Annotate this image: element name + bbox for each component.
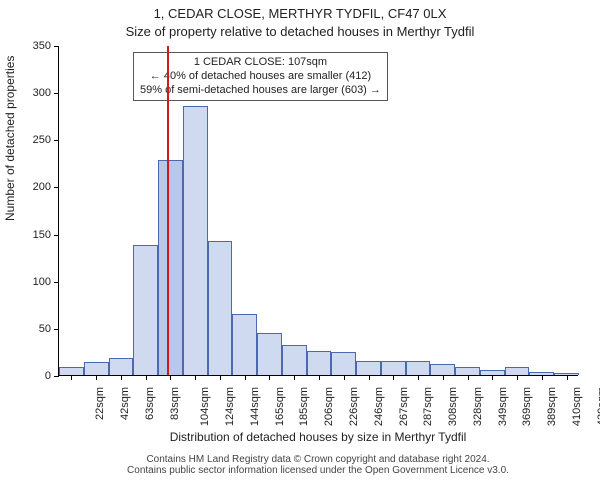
xtick — [170, 375, 171, 380]
ytick-label: 300 — [33, 87, 51, 99]
highlight-marker — [167, 46, 169, 375]
ytick — [54, 140, 59, 141]
figure: 1, CEDAR CLOSE, MERTHYR TYDFIL, CF47 0LX… — [0, 0, 600, 500]
xtick — [195, 375, 196, 380]
xtick-label: 410sqm — [571, 387, 583, 426]
bar — [109, 358, 134, 375]
xtick — [468, 375, 469, 380]
xtick-label: 22sqm — [94, 387, 106, 420]
x-axis-label: Distribution of detached houses by size … — [58, 430, 578, 444]
xtick-label: 165sqm — [274, 387, 286, 426]
footer-line-1: Contains HM Land Registry data © Crown c… — [58, 454, 578, 465]
xtick — [96, 375, 97, 380]
annotation-box: 1 CEDAR CLOSE: 107sqm ← 40% of detached … — [133, 52, 388, 101]
xtick-label: 185sqm — [299, 387, 311, 426]
xtick — [492, 375, 493, 380]
xtick-label: 349sqm — [497, 387, 509, 426]
ytick — [54, 282, 59, 283]
xtick — [542, 375, 543, 380]
xtick — [443, 375, 444, 380]
ytick-label: 200 — [33, 181, 51, 193]
chart-title-line2: Size of property relative to detached ho… — [0, 24, 600, 39]
ytick-label: 50 — [39, 323, 51, 335]
y-axis-label: Number of detached properties — [3, 201, 17, 221]
bar — [84, 362, 109, 375]
bar — [331, 352, 356, 375]
xtick-label: 104sqm — [200, 387, 212, 426]
xtick — [71, 375, 72, 380]
ytick-label: 0 — [45, 370, 51, 382]
footer: Contains HM Land Registry data © Crown c… — [58, 454, 578, 476]
xtick — [245, 375, 246, 380]
bar — [356, 361, 381, 375]
xtick — [567, 375, 568, 380]
ytick — [54, 329, 59, 330]
bar — [406, 361, 431, 375]
ytick — [54, 46, 59, 47]
xtick — [294, 375, 295, 380]
ytick — [54, 187, 59, 188]
bar — [183, 106, 208, 375]
bar — [133, 245, 158, 375]
xtick — [146, 375, 147, 380]
xtick-label: 267sqm — [398, 387, 410, 426]
bar — [505, 367, 530, 375]
xtick-label: 63sqm — [144, 387, 156, 420]
xtick-label: 308sqm — [447, 387, 459, 426]
xtick — [344, 375, 345, 380]
bar — [59, 367, 84, 375]
bar — [158, 160, 183, 375]
ytick-label: 350 — [33, 40, 51, 52]
bar — [208, 241, 233, 375]
xtick-label: 287sqm — [422, 387, 434, 426]
xtick — [220, 375, 221, 380]
ytick — [54, 235, 59, 236]
plot-area: 1 CEDAR CLOSE: 107sqm ← 40% of detached … — [58, 46, 578, 376]
xtick-label: 226sqm — [348, 387, 360, 426]
footer-line-2: Contains public sector information licen… — [58, 465, 578, 476]
xtick — [269, 375, 270, 380]
annotation-line-1: 1 CEDAR CLOSE: 107sqm — [140, 56, 381, 70]
xtick — [369, 375, 370, 380]
bar — [455, 367, 480, 375]
bar — [381, 361, 406, 375]
xtick-label: 206sqm — [323, 387, 335, 426]
xtick — [517, 375, 518, 380]
ytick — [54, 93, 59, 94]
xtick-label: 369sqm — [521, 387, 533, 426]
xtick-label: 328sqm — [472, 387, 484, 426]
xtick — [121, 375, 122, 380]
xtick-label: 124sqm — [224, 387, 236, 426]
xtick — [319, 375, 320, 380]
bar — [430, 364, 455, 375]
bar — [232, 314, 257, 375]
xtick — [393, 375, 394, 380]
xtick-label: 144sqm — [249, 387, 261, 426]
ytick-label: 150 — [33, 229, 51, 241]
xtick-label: 83sqm — [169, 387, 181, 420]
xtick-label: 389sqm — [546, 387, 558, 426]
ytick-label: 100 — [33, 276, 51, 288]
ytick-label: 250 — [33, 134, 51, 146]
bar — [282, 345, 307, 375]
chart-title-line1: 1, CEDAR CLOSE, MERTHYR TYDFIL, CF47 0LX — [0, 6, 600, 21]
bar — [307, 351, 332, 375]
xtick-label: 246sqm — [373, 387, 385, 426]
xtick-label: 430sqm — [596, 387, 600, 426]
annotation-line-2: ← 40% of detached houses are smaller (41… — [140, 70, 381, 84]
xtick — [418, 375, 419, 380]
annotation-line-3: 59% of semi-detached houses are larger (… — [140, 84, 381, 98]
bar — [257, 333, 282, 375]
xtick-label: 42sqm — [119, 387, 131, 420]
ytick — [54, 376, 59, 377]
